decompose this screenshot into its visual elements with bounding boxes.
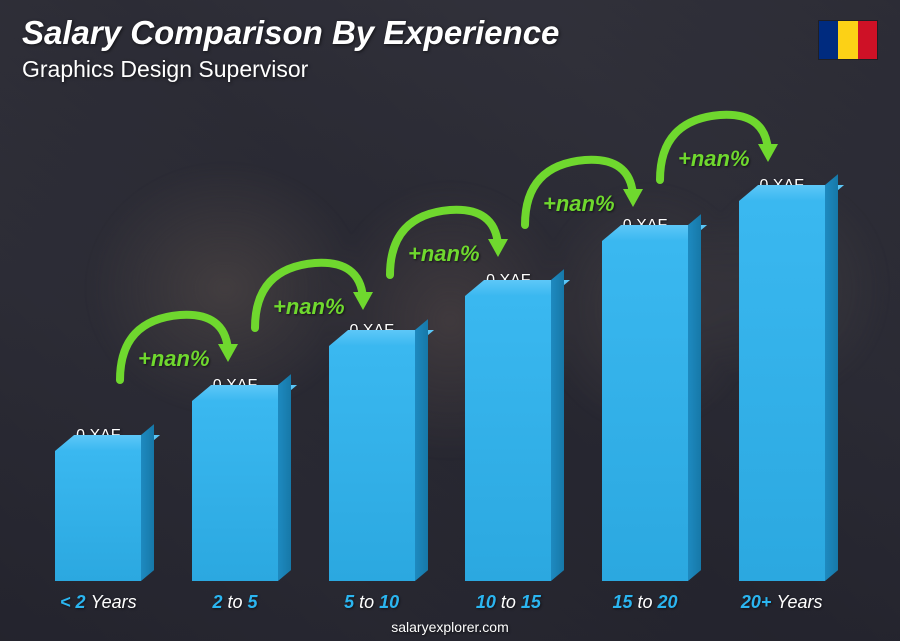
bar-group: 0 XAF	[30, 110, 167, 581]
bar	[739, 201, 825, 581]
bar-group: 0 XAF	[167, 110, 304, 581]
x-axis-category-label: < 2 Years	[30, 592, 167, 613]
chart-title: Salary Comparison By Experience	[22, 14, 559, 52]
bar-group: 0 XAF	[713, 110, 850, 581]
bar-group: 0 XAF	[303, 110, 440, 581]
bar	[329, 346, 415, 581]
bar	[55, 451, 141, 581]
bar	[602, 241, 688, 581]
x-axis-labels: < 2 Years2 to 55 to 1010 to 1515 to 2020…	[30, 592, 850, 613]
chart-subtitle: Graphics Design Supervisor	[22, 56, 308, 83]
footer-attribution: salaryexplorer.com	[0, 619, 900, 635]
bar	[192, 401, 278, 581]
x-axis-category-label: 5 to 10	[303, 592, 440, 613]
country-flag-icon	[818, 20, 878, 60]
flag-stripe-2	[838, 21, 857, 59]
x-axis-category-label: 20+ Years	[713, 592, 850, 613]
flag-stripe-3	[858, 21, 877, 59]
x-axis-category-label: 10 to 15	[440, 592, 577, 613]
flag-stripe-1	[819, 21, 838, 59]
bar-group: 0 XAF	[440, 110, 577, 581]
bar-chart: 0 XAF0 XAF0 XAF0 XAF0 XAF0 XAF	[30, 110, 850, 581]
bar-group: 0 XAF	[577, 110, 714, 581]
x-axis-category-label: 2 to 5	[167, 592, 304, 613]
x-axis-category-label: 15 to 20	[577, 592, 714, 613]
bar	[465, 296, 551, 581]
